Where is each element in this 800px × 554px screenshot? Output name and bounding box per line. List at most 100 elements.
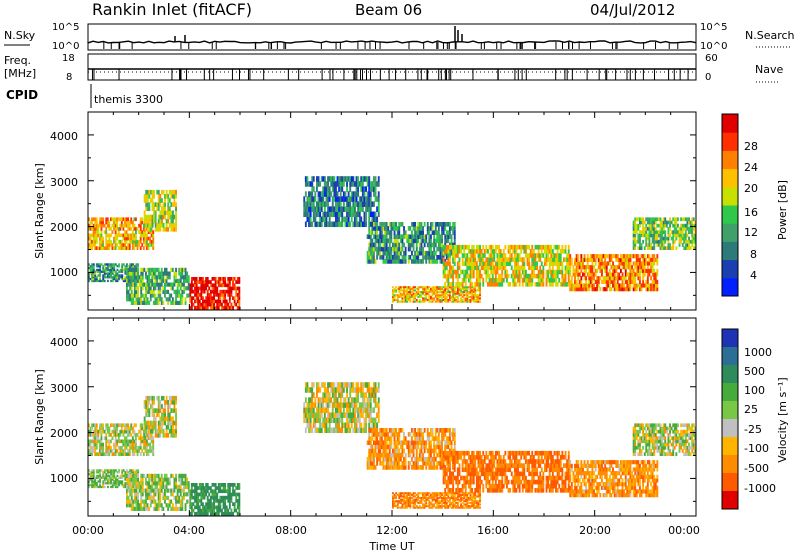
heatmap-cell (206, 499, 209, 503)
heatmap-cell (526, 261, 529, 267)
heatmap-cell (108, 233, 111, 238)
heatmap-cell (148, 275, 151, 280)
heatmap-cell (151, 198, 154, 203)
heatmap-cell (420, 300, 423, 303)
heatmap-cell (426, 242, 429, 248)
heatmap-cell (135, 217, 137, 222)
heatmap-cell (474, 289, 477, 292)
heatmap-cell (149, 293, 152, 298)
heatmap-cell (355, 176, 358, 182)
heatmap-cell (173, 282, 176, 287)
heatmap-cell (133, 506, 136, 511)
heatmap-cell (152, 286, 155, 291)
heatmap-cell (640, 230, 643, 235)
heatmap-cell (88, 236, 90, 241)
heatmap-cell (684, 236, 687, 241)
heatmap-cell (136, 445, 139, 450)
heatmap-cell (126, 495, 128, 500)
heatmap-cell (368, 222, 371, 227)
heatmap-cell (128, 233, 131, 238)
heatmap-cell (361, 186, 364, 192)
heatmap-cell (143, 297, 146, 302)
heatmap-cell (460, 287, 462, 290)
heatmap-cell (479, 269, 481, 275)
heatmap-cell (445, 238, 448, 244)
heatmap-cell (320, 196, 323, 202)
heatmap-cell (89, 449, 92, 453)
heatmap-cell (545, 249, 548, 254)
heatmap-cell (583, 283, 586, 288)
heatmap-cell (360, 186, 363, 192)
heatmap-cell (175, 214, 177, 220)
heatmap-cell (417, 250, 420, 256)
heatmap-cell (176, 289, 179, 294)
heatmap-cell (504, 253, 507, 258)
heatmap-cell (228, 280, 231, 284)
heatmap-cell (132, 265, 135, 268)
heatmap-cell (97, 265, 100, 268)
heatmap-cell (449, 222, 451, 227)
heatmap-cell (176, 300, 179, 305)
heatmap-cell (366, 191, 369, 197)
heatmap-cell (466, 295, 469, 298)
heatmap-cell (623, 261, 626, 266)
heatmap-cell (127, 236, 130, 241)
heatmap-cell (205, 505, 208, 510)
heatmap-cell (521, 265, 524, 271)
heatmap-cell (677, 217, 679, 222)
heatmap-cell (124, 265, 127, 268)
heatmap-cell (667, 230, 670, 235)
heatmap-cell (132, 485, 135, 489)
heatmap-cell (471, 261, 474, 267)
heatmap-cell (111, 474, 114, 478)
heatmap-cell (113, 442, 115, 447)
heatmap-cell (328, 221, 331, 228)
heatmap-cell (183, 286, 185, 291)
heatmap-cell (130, 239, 133, 244)
heatmap-cell (222, 511, 225, 516)
heatmap-cell (490, 253, 493, 258)
nave-tick-bottom: 0 (705, 72, 711, 83)
heatmap-cell (172, 189, 174, 195)
heatmap-cell (461, 269, 464, 275)
heatmap-cell (228, 296, 231, 301)
heatmap-cell (127, 278, 130, 283)
heatmap-cell (635, 239, 638, 244)
heatmap-cell (119, 243, 122, 247)
heatmap-cell (153, 189, 155, 195)
heatmap-cell (342, 176, 345, 182)
heatmap-cell (146, 412, 149, 418)
heatmap-cell (102, 429, 104, 434)
heatmap-cell (643, 227, 646, 231)
heatmap-cell (651, 287, 654, 292)
heatmap-cell (418, 242, 421, 248)
heatmap-cell (580, 279, 583, 284)
heatmap-cell (458, 261, 461, 267)
heatmap-cell (162, 433, 165, 438)
heatmap-cell (103, 230, 106, 235)
heatmap-cell (594, 261, 597, 266)
heatmap-cell (452, 277, 455, 283)
heatmap-cell (441, 238, 443, 244)
heatmap-cell (170, 428, 173, 434)
heatmap-cell (346, 216, 348, 223)
heatmap-cell (472, 273, 475, 279)
heatmap-cell (148, 271, 151, 276)
heatmap-cell (591, 257, 594, 262)
heatmap-cell (127, 477, 130, 482)
heatmap-cell (542, 265, 545, 271)
heatmap-cell (130, 484, 133, 489)
heatmap-cell (219, 289, 222, 294)
heatmap-cell (376, 222, 379, 227)
heatmap-cell (143, 282, 146, 287)
heatmap-cell (559, 249, 562, 254)
heatmap-cell (385, 250, 388, 256)
heatmap-cell (111, 469, 114, 472)
heatmap-cell (131, 449, 134, 453)
heatmap-cell (656, 230, 659, 235)
heatmap-cell (631, 276, 633, 281)
heatmap-cell (122, 433, 125, 437)
heatmap-cell (445, 292, 448, 295)
heatmap-cell (161, 404, 163, 409)
heatmap-cell (373, 211, 375, 218)
